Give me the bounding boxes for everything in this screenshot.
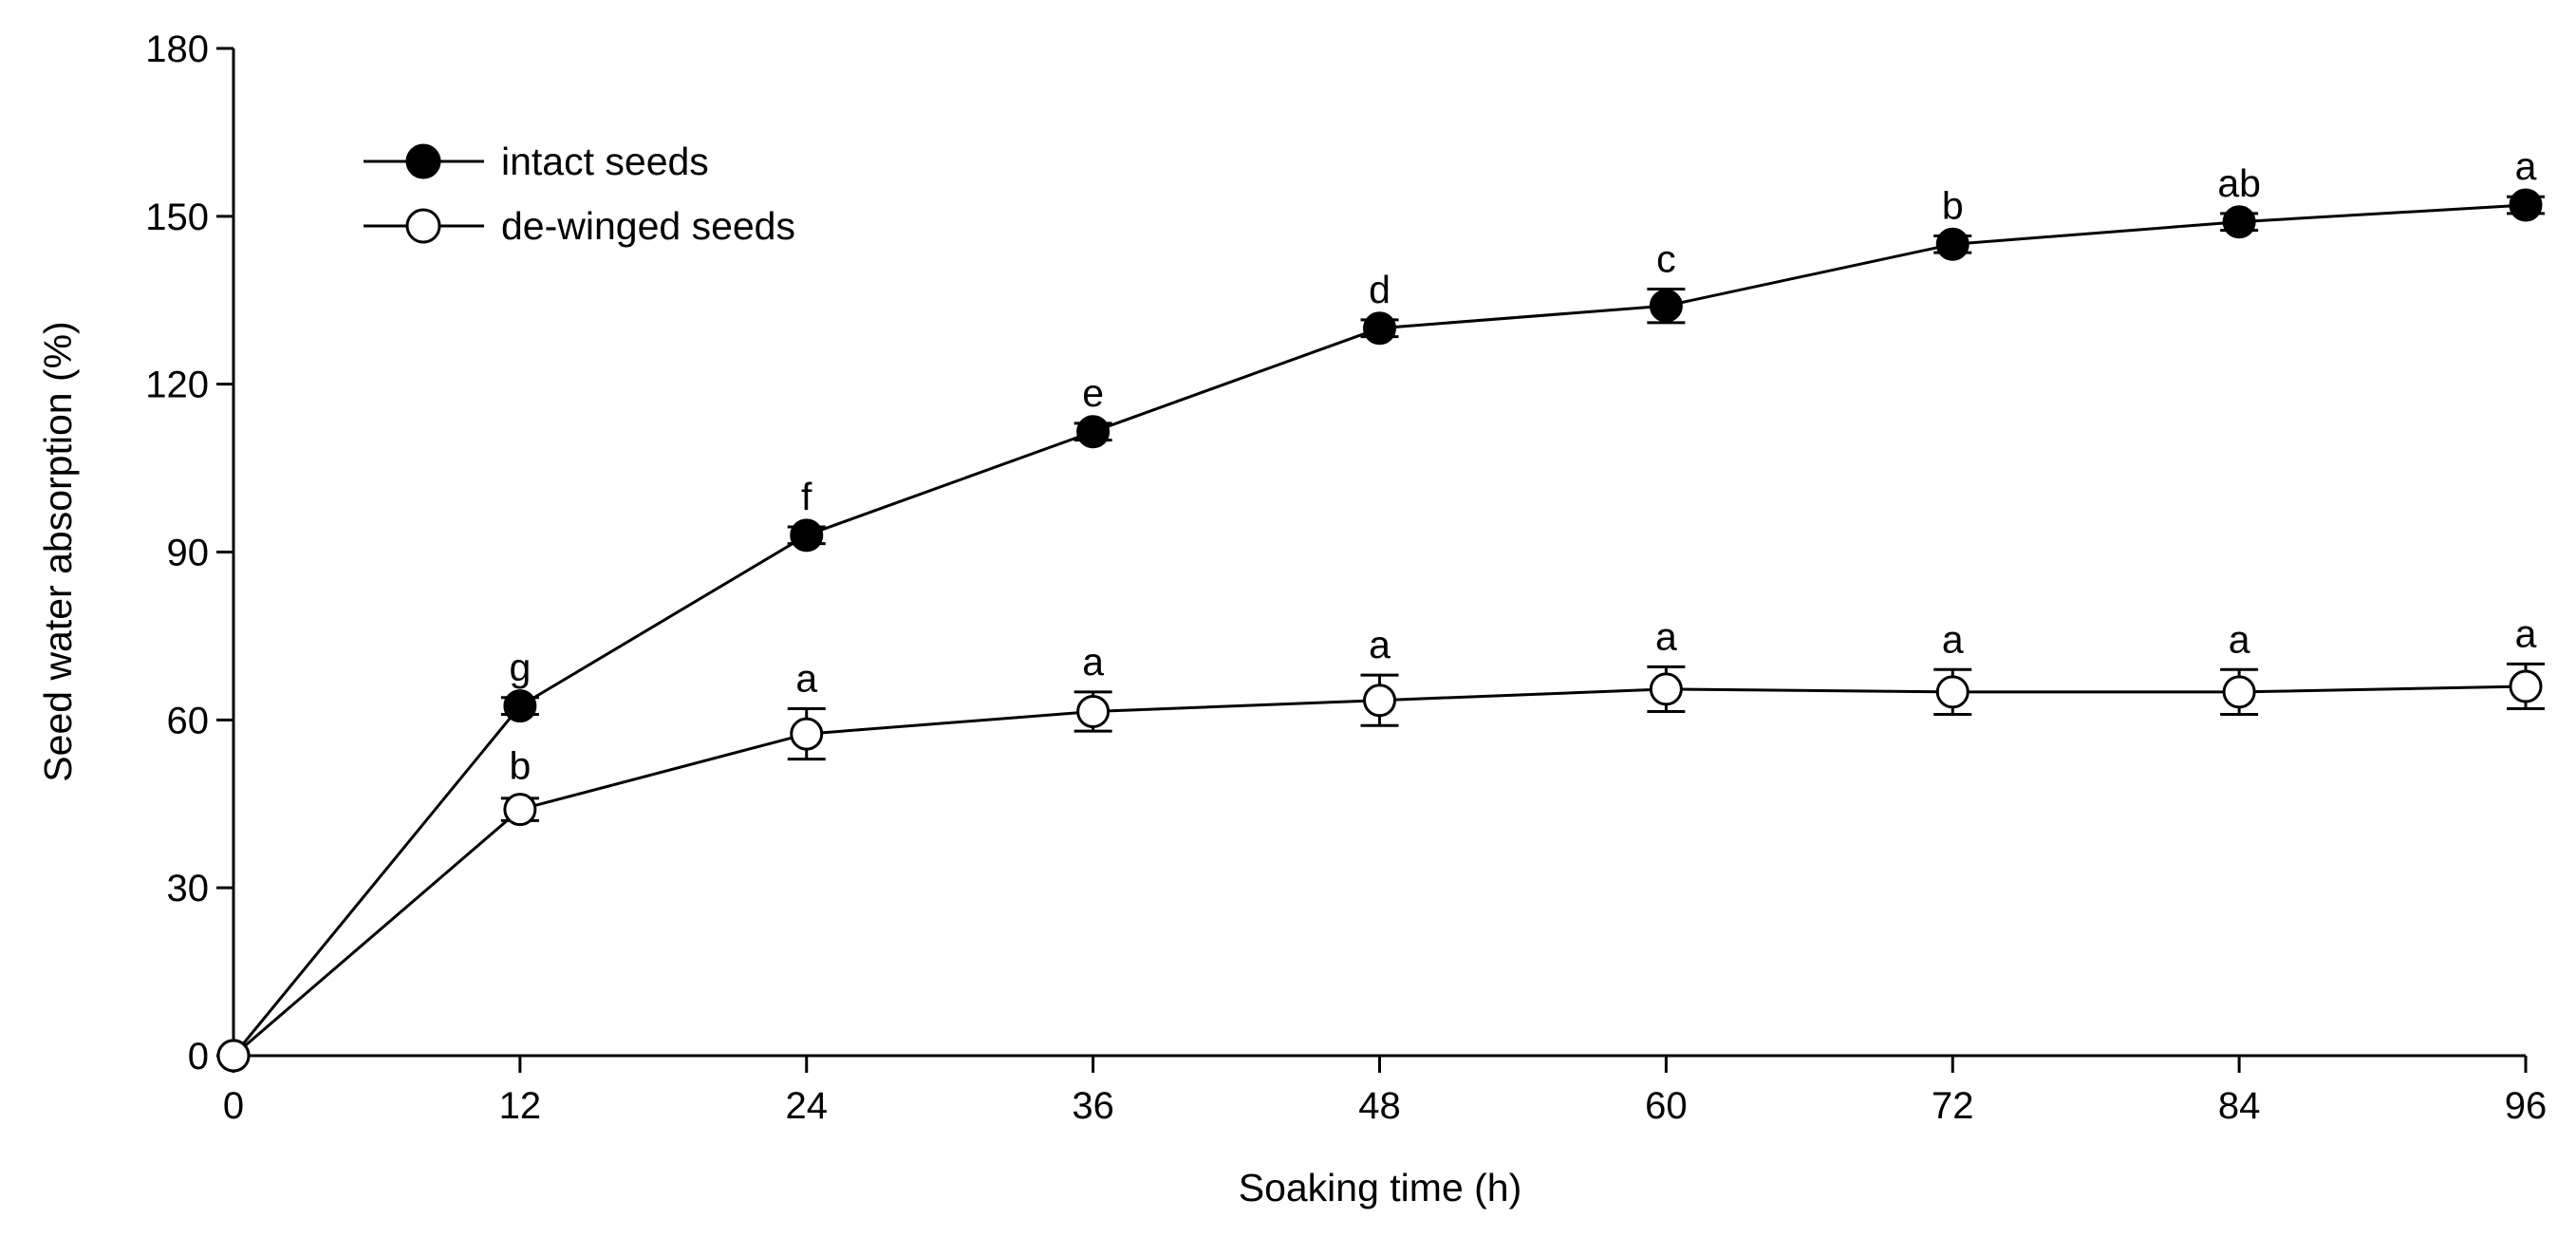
y-axis-title: Seed water absorption (%)	[36, 321, 80, 781]
x-tick-label-72: 72	[1932, 1085, 1974, 1127]
data-point-1-7	[2222, 675, 2256, 709]
data-point-0-1	[503, 689, 537, 723]
y-tick-label-150: 150	[145, 197, 209, 238]
series-line-1	[233, 684, 2527, 1058]
y-tick-label-90: 90	[167, 533, 210, 574]
y-tick-label-30: 30	[167, 868, 210, 909]
data-point-0-4	[1363, 311, 1396, 346]
x-tick-label-36: 36	[1072, 1085, 1114, 1127]
significance-label-0-6: b	[1942, 183, 1964, 227]
data-point-0-5	[1649, 289, 1683, 323]
legend: intact seeds de-winged seeds	[364, 140, 795, 248]
significance-label-1-7: a	[2229, 617, 2250, 661]
data-point-1-0	[216, 1039, 251, 1073]
data-point-1-1	[503, 793, 537, 827]
data-point-1-6	[1935, 675, 1969, 709]
x-axis-title: Soaking time (h)	[1239, 1166, 1522, 1209]
legend-label-dewinged: de-winged seeds	[501, 204, 795, 248]
significance-label-0-8: a	[2515, 144, 2537, 188]
significance-label-1-5: a	[1655, 614, 1677, 658]
y-tick-label-120: 120	[145, 365, 209, 406]
x-tick-label-84: 84	[2218, 1085, 2261, 1127]
x-tick-label-0: 0	[223, 1085, 244, 1127]
significance-label-1-6: a	[1942, 617, 1964, 661]
x-tick-label-60: 60	[1645, 1085, 1688, 1127]
axes	[232, 48, 2526, 1058]
y-tick-label-180: 180	[145, 28, 209, 70]
significance-label-1-4: a	[1369, 623, 1391, 666]
significance-label-1-1: b	[509, 744, 531, 788]
data-point-0-8	[2509, 188, 2543, 222]
x-tick-label-24: 24	[786, 1085, 829, 1127]
y-tick-label-60: 60	[167, 700, 210, 741]
legend-marker-open-circle-icon	[405, 208, 441, 244]
significance-label-1-2: a	[795, 657, 817, 701]
data-point-1-3	[1076, 694, 1111, 728]
data-point-1-5	[1649, 672, 1683, 706]
data-point-0-6	[1935, 227, 1969, 261]
significance-label-0-7: ab	[2217, 161, 2261, 205]
significance-label-1-8: a	[2515, 611, 2537, 655]
significance-label-0-1: g	[509, 646, 531, 689]
legend-item-dewinged: de-winged seeds	[364, 204, 795, 248]
data-point-0-3	[1076, 415, 1111, 449]
significance-label-0-2: f	[801, 475, 812, 518]
x-tick-label-48: 48	[1358, 1085, 1401, 1127]
data-point-1-8	[2509, 669, 2543, 703]
x-tick-label-12: 12	[499, 1085, 542, 1127]
data-point-1-4	[1363, 684, 1396, 718]
significance-label-0-4: d	[1369, 268, 1391, 311]
significance-label-0-3: e	[1082, 371, 1104, 415]
legend-label-intact: intact seeds	[501, 140, 709, 183]
legend-item-intact: intact seeds	[364, 140, 709, 183]
y-ticks: 0 30 60 90 120 150 180	[145, 28, 233, 1078]
significance-label-0-5: c	[1656, 236, 1676, 280]
x-ticks: 0 12 24 36 48 60 72 84 96	[223, 1056, 2547, 1127]
significance-label-1-3: a	[1082, 640, 1104, 684]
legend-marker-filled-circle-icon	[405, 143, 441, 179]
data-point-1-2	[790, 717, 824, 751]
y-tick-label-0: 0	[188, 1036, 209, 1078]
data-point-0-2	[790, 518, 824, 553]
x-tick-label-96: 96	[2505, 1085, 2548, 1127]
series-1: b a a a a a a a	[216, 611, 2545, 1073]
data-point-0-7	[2222, 205, 2256, 239]
